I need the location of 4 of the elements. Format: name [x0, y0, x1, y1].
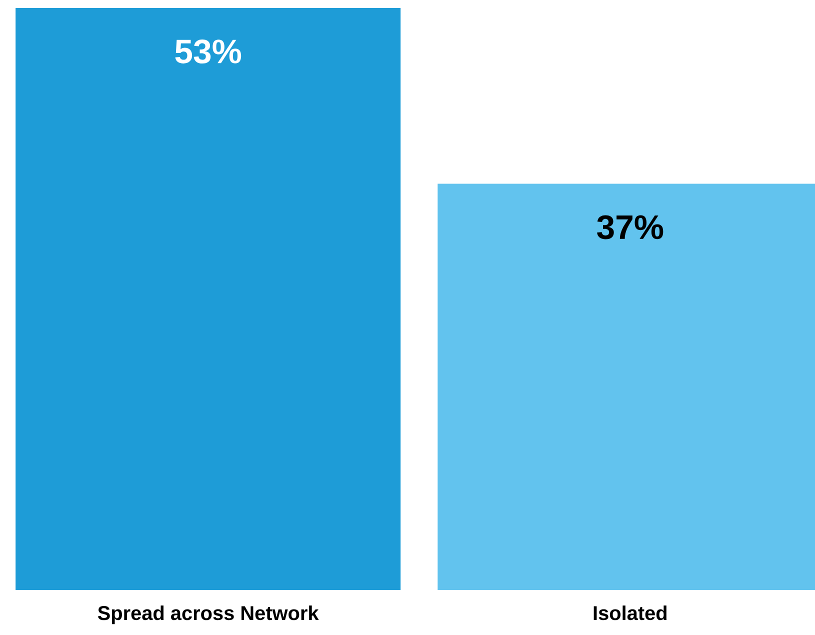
- data-label: 37%: [597, 215, 664, 240]
- x-tick-label: Spread across Network: [98, 606, 319, 624]
- x-tick-label: Isolated: [594, 606, 666, 620]
- data-label: 53%: [175, 40, 242, 64]
